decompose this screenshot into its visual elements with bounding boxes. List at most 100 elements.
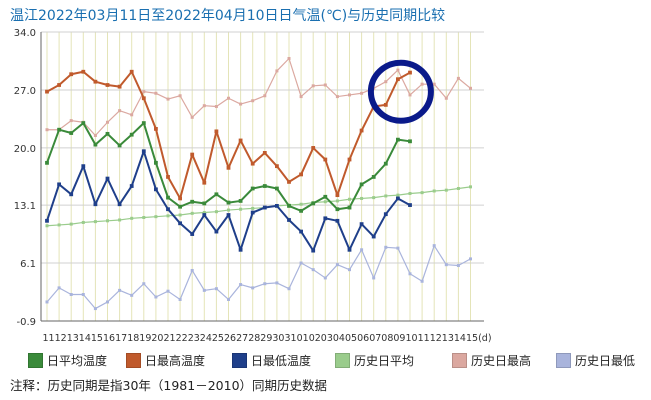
data-point	[263, 94, 267, 98]
x-tick-label: 30	[272, 333, 284, 344]
data-point	[444, 263, 448, 267]
data-point	[251, 286, 255, 290]
data-point	[214, 287, 218, 291]
data-point	[190, 199, 195, 204]
legend-swatch	[335, 352, 350, 368]
data-point	[275, 186, 279, 191]
x-tick-label: 23	[188, 333, 200, 344]
data-point	[348, 197, 351, 201]
x-tick-label: 01	[297, 333, 309, 344]
x-tick-label: 15	[91, 333, 103, 344]
data-point	[360, 196, 364, 200]
annotation-layer	[367, 59, 434, 124]
data-point	[202, 201, 207, 206]
data-point	[420, 82, 424, 86]
data-point	[214, 210, 218, 214]
x-tick-label: 19	[139, 333, 151, 344]
chart-title: 温江2022年03月11日至2022年04月10日日气温(℃)与历史同期比较	[10, 8, 446, 24]
data-point	[299, 261, 303, 265]
series-6	[45, 244, 472, 311]
data-point	[263, 282, 267, 286]
x-tick-label: 11	[418, 333, 430, 344]
data-point	[299, 95, 303, 99]
data-point	[359, 222, 364, 227]
data-point	[202, 180, 207, 185]
data-point	[69, 119, 73, 123]
data-point	[299, 202, 303, 206]
data-point	[432, 244, 436, 248]
data-point	[396, 246, 400, 250]
data-point	[359, 182, 364, 187]
data-point	[154, 160, 158, 165]
data-point	[166, 97, 170, 101]
x-tick-label: 14	[79, 333, 91, 344]
data-point	[57, 182, 61, 187]
data-point	[93, 79, 98, 84]
data-point	[360, 91, 364, 95]
data-point	[118, 288, 122, 292]
series-layer	[45, 56, 472, 311]
data-point	[178, 297, 182, 301]
data-point	[250, 161, 255, 166]
data-point	[396, 77, 400, 82]
highlight-ellipse	[367, 59, 434, 124]
y-tick-label: 6.1	[20, 259, 36, 270]
data-point	[190, 211, 194, 215]
data-point	[420, 191, 424, 195]
legend-item: 历史日最低	[556, 350, 635, 370]
data-point	[469, 86, 472, 90]
legend-item: 历史日最高	[452, 350, 531, 370]
legend-label: 历史日最低	[575, 353, 636, 368]
data-point	[166, 195, 170, 200]
legend-swatch	[556, 352, 571, 368]
x-tick-label: 10	[406, 333, 418, 344]
data-point	[117, 84, 122, 89]
data-point	[396, 68, 400, 72]
x-tick-label: 14	[454, 333, 466, 344]
series-line	[46, 186, 471, 227]
x-tick-label: 08	[381, 333, 393, 344]
data-point	[432, 189, 436, 193]
x-tick-label: 29	[260, 333, 272, 344]
data-point	[335, 199, 339, 203]
data-point	[444, 96, 448, 100]
data-point	[408, 70, 412, 75]
y-tick-label: 20.0	[14, 144, 36, 155]
data-point	[45, 218, 49, 223]
data-point	[45, 128, 49, 132]
data-point	[141, 96, 146, 101]
legend-swatch	[126, 352, 141, 368]
x-tick-label: 12	[430, 333, 442, 344]
grid	[41, 31, 484, 322]
data-point	[129, 132, 134, 137]
data-point	[335, 218, 340, 223]
x-tick-label: 05	[345, 333, 357, 344]
x-tick-label: 02	[309, 333, 321, 344]
data-point	[371, 175, 376, 179]
data-point	[154, 215, 158, 219]
data-point	[178, 221, 182, 226]
legend-label: 日最低温度	[251, 353, 312, 368]
x-tick-label: 06	[357, 333, 369, 344]
data-point	[178, 94, 182, 98]
data-point	[93, 142, 98, 147]
data-point	[239, 102, 243, 106]
data-point	[81, 69, 86, 74]
x-tick-label: 13	[442, 333, 454, 344]
data-point	[226, 165, 231, 170]
data-point	[81, 293, 85, 297]
data-point	[117, 202, 122, 207]
data-point	[456, 187, 460, 191]
series-3	[45, 149, 412, 253]
data-point	[250, 210, 255, 215]
data-point	[130, 293, 134, 297]
data-point	[202, 104, 206, 108]
data-point	[214, 129, 219, 134]
data-point	[323, 83, 327, 87]
data-point	[408, 93, 412, 97]
data-point	[323, 276, 327, 280]
data-point	[299, 229, 303, 234]
data-point	[311, 146, 316, 150]
data-point	[408, 139, 412, 144]
data-point	[81, 121, 86, 125]
